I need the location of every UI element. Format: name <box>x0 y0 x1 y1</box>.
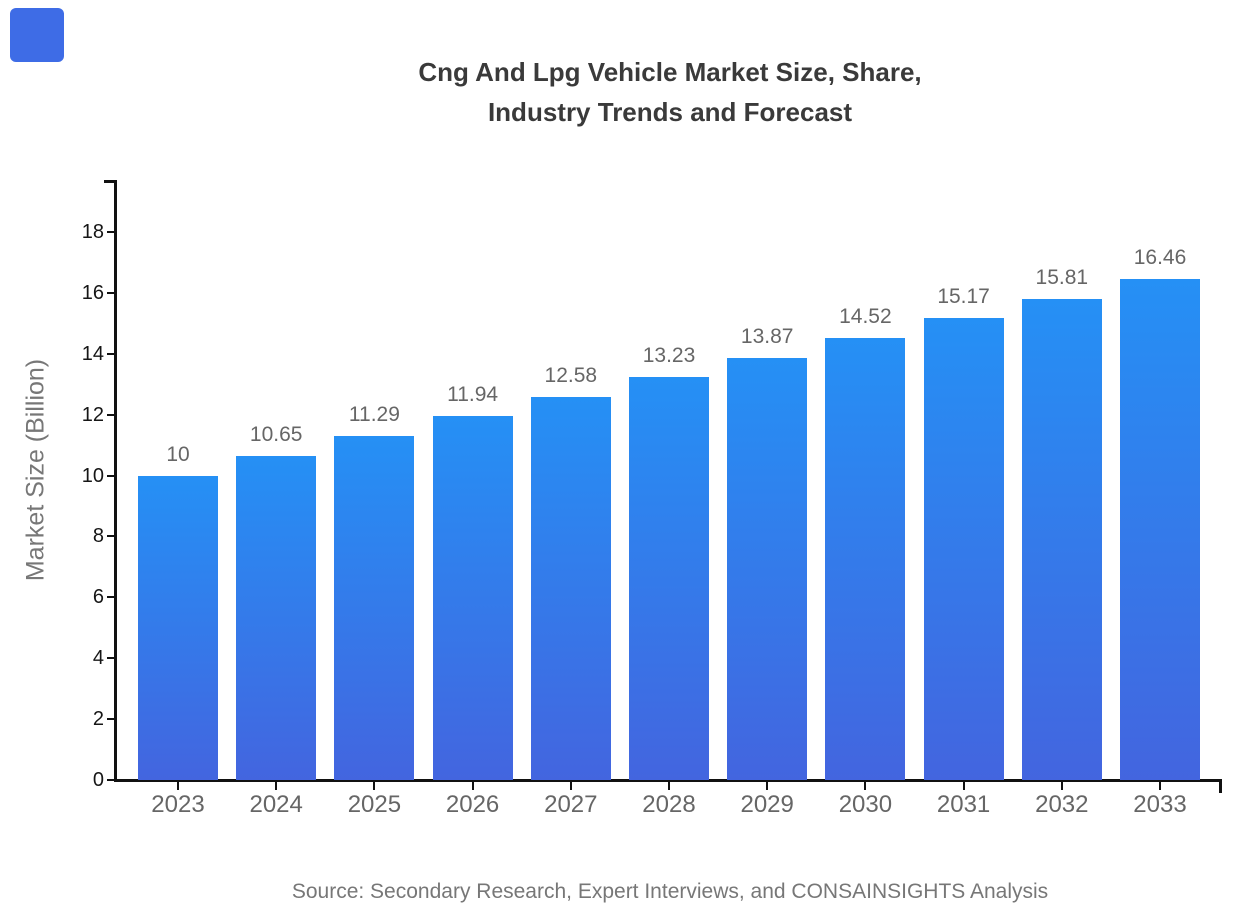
y-tick-label: 2 <box>92 708 104 731</box>
y-tick-mark <box>107 413 116 416</box>
x-tick-label: 2023 <box>151 791 205 818</box>
x-tick-mark <box>668 780 670 790</box>
bar <box>334 436 415 780</box>
y-tick-mark <box>107 291 116 294</box>
y-tick-label: 18 <box>81 220 104 243</box>
bar-value-label: 15.17 <box>937 285 990 309</box>
x-tick-mark <box>766 780 769 790</box>
bar <box>236 455 317 780</box>
x-tick-label: 2031 <box>936 791 991 818</box>
bar <box>825 337 906 780</box>
brand-logo-square <box>10 8 64 62</box>
bar <box>1021 298 1102 780</box>
bar <box>1120 278 1200 780</box>
chart-title-line1: Cng And Lpg Vehicle Market Size, Share, <box>418 57 922 87</box>
x-tick-label: 2027 <box>544 791 598 818</box>
x-tick-mark <box>471 780 474 790</box>
bar <box>727 357 808 780</box>
y-tick-mark <box>107 596 116 599</box>
y-tick-label: 0 <box>92 769 104 791</box>
bar-value-label: 12.58 <box>544 363 598 387</box>
bar-value-label: 10 <box>166 442 190 466</box>
y-tick-label: 14 <box>81 342 104 365</box>
bar <box>923 318 1004 780</box>
x-tick-mark <box>275 780 278 790</box>
x-tick-mark <box>569 780 572 790</box>
x-tick-label: 2025 <box>347 791 402 818</box>
bar <box>530 396 611 780</box>
x-tick-mark <box>962 780 965 790</box>
y-tick-label: 4 <box>92 647 104 670</box>
y-axis-top-cap <box>104 180 117 183</box>
chart-title: Cng And Lpg Vehicle Market Size, Share, … <box>80 52 1260 132</box>
chart-title-line2: Industry Trends and Forecast <box>487 97 853 127</box>
y-tick-mark <box>107 230 116 233</box>
y-tick-mark <box>107 535 116 538</box>
y-tick-mark <box>107 718 116 721</box>
y-tick-mark <box>107 352 116 355</box>
x-tick-label: 2026 <box>445 791 500 818</box>
x-tick-label: 2028 <box>642 791 696 818</box>
x-tick-label: 2032 <box>1035 791 1089 818</box>
y-tick-label: 8 <box>92 525 104 548</box>
y-tick-mark <box>107 657 116 660</box>
bar-value-label: 13.87 <box>740 324 794 348</box>
x-tick-label: 2029 <box>740 791 794 818</box>
bar-value-label: 15.81 <box>1035 265 1089 289</box>
bar-value-label: 16.46 <box>1133 245 1187 269</box>
x-tick-mark <box>864 780 867 790</box>
bar-value-label: 11.29 <box>348 403 400 427</box>
y-tick-label: 6 <box>92 586 104 609</box>
y-tick-mark <box>107 474 116 477</box>
x-axis-end-cap <box>1219 779 1222 793</box>
bar <box>629 377 709 780</box>
y-tick-label: 10 <box>81 464 104 487</box>
x-tick-label: 2024 <box>249 791 303 818</box>
bar <box>432 416 513 780</box>
x-tick-mark <box>177 780 179 790</box>
y-tick-mark <box>107 779 116 781</box>
x-tick-label: 2033 <box>1133 791 1187 818</box>
bar-value-label: 14.52 <box>839 304 892 328</box>
y-tick-label: 16 <box>81 281 104 304</box>
x-tick-mark <box>373 780 376 790</box>
y-tick-label: 12 <box>81 403 104 426</box>
bar-value-label: 11.94 <box>447 383 499 407</box>
bar <box>138 475 218 780</box>
y-axis-line <box>114 180 117 782</box>
x-tick-label: 2030 <box>838 791 893 818</box>
x-tick-mark <box>1060 780 1063 790</box>
bar-value-label: 10.65 <box>249 422 303 446</box>
source-text: Source: Secondary Research, Expert Inter… <box>291 880 1049 903</box>
x-tick-mark <box>1159 780 1161 790</box>
bar-value-label: 13.23 <box>642 344 696 368</box>
